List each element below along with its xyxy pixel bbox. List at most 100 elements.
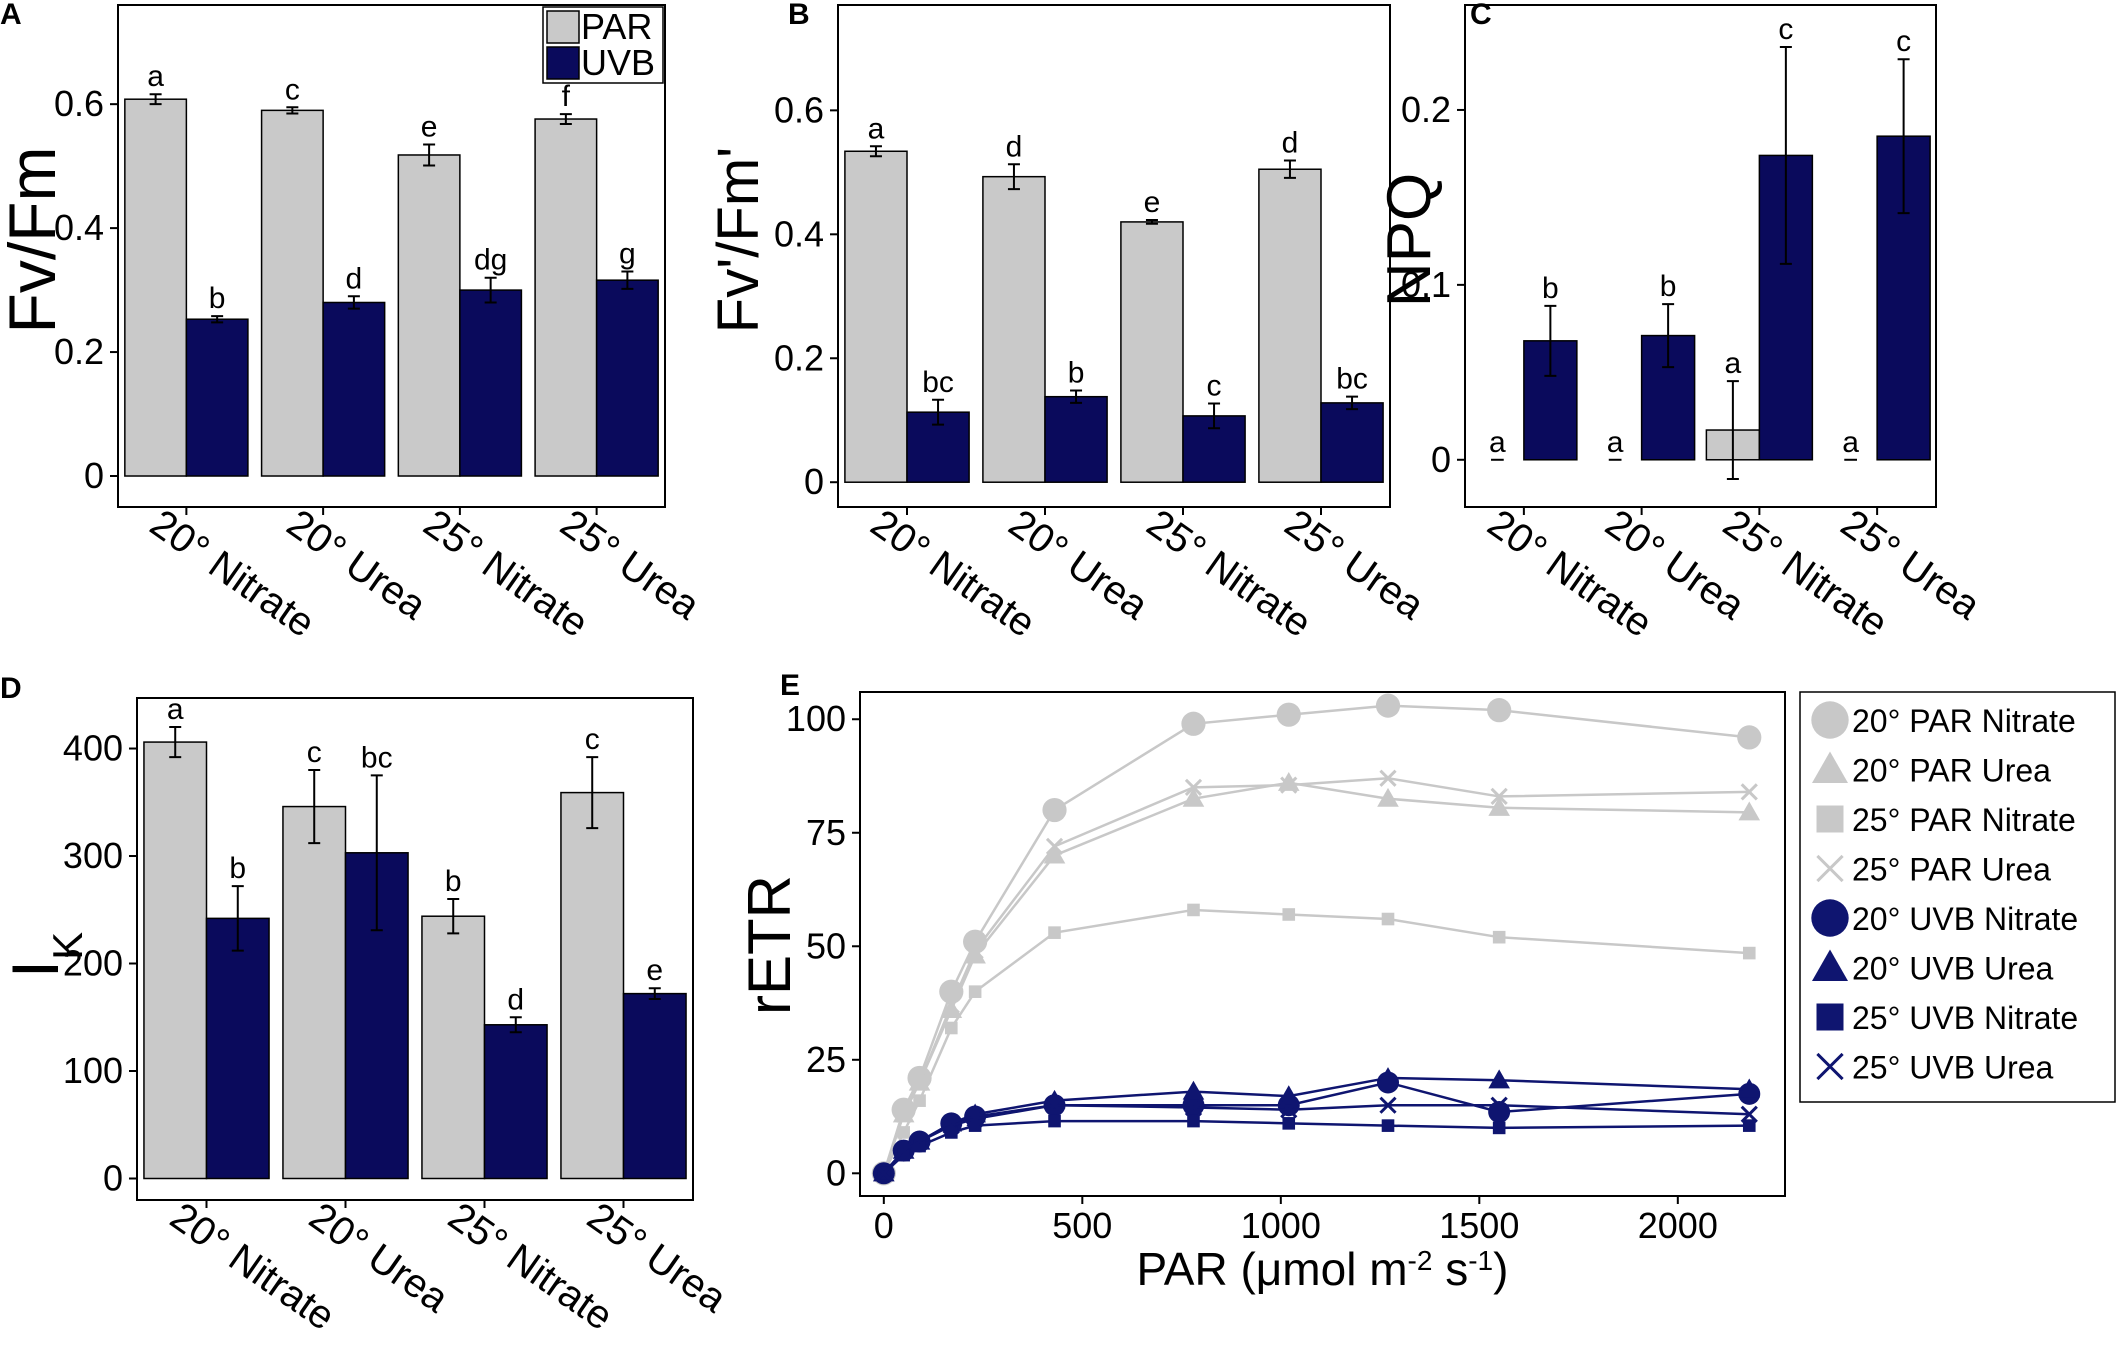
data-point: [1738, 1078, 1761, 1098]
data-point: [1488, 796, 1510, 816]
uvb-errorbar-2: [1070, 389, 1083, 404]
par-errorbar-1: [869, 145, 882, 158]
significance-letter: a: [1607, 426, 1624, 459]
significance-letter: c: [307, 736, 322, 769]
significance-letter: f: [562, 80, 571, 113]
legend-marker: [1816, 854, 1844, 883]
significance-letter: b: [1660, 270, 1677, 303]
data-point: [1045, 837, 1064, 855]
data-point: [1379, 1096, 1397, 1114]
uvb-errorbar-2: [370, 774, 383, 932]
data-point: [1492, 1121, 1506, 1135]
data-point: [966, 1110, 984, 1128]
data-point: [945, 1021, 958, 1035]
y-tick-label: 0.2: [54, 331, 104, 372]
legend-marker: [1811, 701, 1849, 739]
par-bar-2: [260, 109, 324, 477]
plot-frame: [1464, 4, 1937, 508]
data-point: [1742, 946, 1756, 960]
legend-label: 20° UVB Urea: [1852, 951, 2054, 987]
uvb-errorbar-4: [1346, 395, 1359, 411]
data-point: [1042, 797, 1067, 823]
legend-marker: [1811, 899, 1849, 937]
par-errorbar-2: [286, 106, 299, 115]
uvb-bar-1: [185, 318, 249, 477]
uvb-errorbar-4: [648, 987, 661, 1000]
x-tick-label: 0: [874, 1205, 894, 1246]
significance-letter: b: [445, 865, 462, 898]
plot-frame: [117, 4, 666, 508]
significance-letter: dg: [474, 244, 507, 277]
uvb-errorbar-1: [932, 398, 945, 426]
par-errorbar-2: [1007, 163, 1020, 191]
y-tick-label: 25: [806, 1039, 846, 1080]
data-point: [1280, 776, 1298, 794]
par-bar-1: [143, 741, 208, 1180]
series-line: [882, 1103, 1750, 1175]
panel-letter: E: [780, 669, 800, 702]
uvb-errorbar-3: [1208, 402, 1221, 430]
series-line: [882, 781, 1750, 1174]
y-tick-label: 0.6: [54, 83, 104, 124]
data-point: [1182, 787, 1205, 807]
data-point: [1742, 1119, 1756, 1132]
x-axis-label-superscript: -2: [1408, 1245, 1433, 1276]
legend-label: 20° PAR Urea: [1852, 753, 2051, 789]
par-errorbar-3: [447, 898, 460, 935]
data-point: [895, 1105, 913, 1123]
significance-letter: c: [585, 723, 600, 756]
par-bar-4: [1258, 168, 1322, 483]
uvb-bar-2: [1044, 395, 1108, 483]
data-point: [1492, 930, 1506, 944]
panel-letter: C: [1470, 0, 1492, 31]
data-point: [875, 1164, 893, 1182]
panel-letter: B: [788, 0, 810, 31]
uvb-bar-4: [1320, 402, 1384, 483]
y-tick-label: 0.4: [774, 213, 824, 254]
legend-label: 25° PAR Urea: [1852, 852, 2051, 888]
x-axis-label-superscript: -1: [1468, 1245, 1493, 1276]
data-point: [1184, 778, 1203, 796]
data-point: [1377, 787, 1399, 807]
series-line: [882, 1119, 1750, 1175]
x-tick-label: 2000: [1638, 1205, 1718, 1246]
plot-frame: [859, 691, 1786, 1197]
y-tick-label: 0.2: [774, 337, 824, 378]
y-tick-label: 0: [84, 455, 104, 496]
uvb-bar-4: [622, 992, 687, 1180]
data-point: [942, 1116, 960, 1135]
par-errorbar-4: [1283, 159, 1296, 179]
significance-letter: c: [1207, 370, 1222, 403]
legend-label: 25° PAR Nitrate: [1852, 802, 2076, 838]
uvb-errorbar-3: [1779, 45, 1792, 265]
uvb-errorbar-1: [211, 315, 224, 324]
par-bar-4: [534, 118, 598, 477]
x-axis-label-part: s: [1432, 1243, 1468, 1295]
data-point: [1182, 1094, 1205, 1117]
significance-letter: e: [1144, 186, 1161, 219]
legend-marker: [1812, 949, 1848, 981]
data-point: [1184, 1098, 1203, 1117]
significance-letter: bc: [1336, 363, 1368, 396]
significance-letter: a: [167, 693, 184, 726]
plot-frame: [837, 4, 1391, 508]
y-axis-label: Fv/Fm: [0, 147, 69, 334]
legend-label: 25° UVB Nitrate: [1852, 1000, 2078, 1036]
par-errorbar-1: [149, 93, 162, 106]
par-errorbar-3: [1145, 219, 1158, 225]
data-point: [895, 1141, 913, 1160]
y-tick-label: 0: [804, 461, 824, 502]
uvb-bar-2: [322, 301, 386, 477]
x-axis-label: PAR (μmol m-2 s-1): [1137, 1243, 1509, 1295]
data-point: [964, 944, 986, 964]
data-point: [1187, 1114, 1200, 1128]
legend-swatch-par: [546, 10, 580, 44]
plot-frame: [136, 697, 694, 1201]
series-line: [882, 908, 1750, 1174]
par-errorbar-4: [586, 756, 599, 830]
significance-letter: a: [1725, 347, 1742, 380]
par-bar-1: [124, 98, 188, 477]
data-point: [1045, 1096, 1064, 1114]
